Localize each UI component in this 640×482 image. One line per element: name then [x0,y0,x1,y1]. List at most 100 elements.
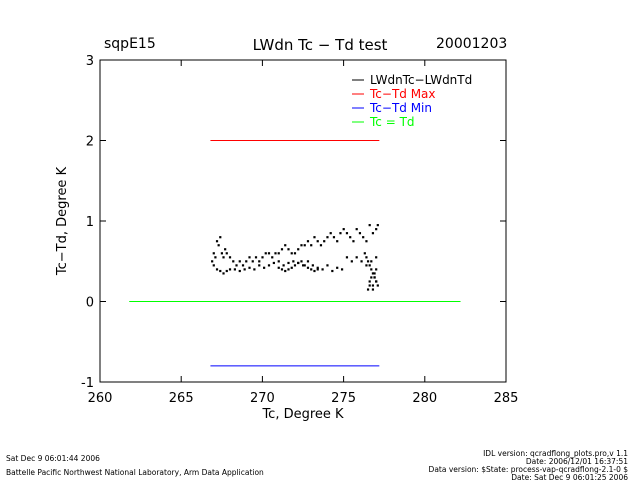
scatter-point [284,244,287,247]
scatter-point [365,256,368,259]
scatter-point [274,252,277,255]
x-tick-label: 275 [331,391,356,406]
scatter-point [366,260,370,263]
scatter-point [214,256,217,259]
y-tick-label: -1 [81,376,94,391]
scatter-point [224,248,227,251]
scatter-point [332,236,336,239]
scatter-point [370,268,373,271]
scatter-point [235,264,238,267]
scatter-point [222,272,225,275]
scatter-point [228,268,232,271]
scatter-point [371,284,375,287]
scatter-point [336,266,339,269]
scatter-point [316,268,319,271]
scatter-point [370,276,373,279]
scatter-point [272,261,275,265]
scatter-point [350,260,353,263]
scatter-point [228,256,232,259]
scatter-point [238,260,241,263]
x-tick-label: 265 [169,391,194,406]
scatter-point [287,268,290,271]
scatter-point [258,260,261,263]
scatter-point [243,268,246,271]
scatter-point [370,260,373,263]
scatter-point [219,269,222,273]
scatter-point [212,264,215,267]
scatter-point [306,240,310,243]
scatter-point [217,244,220,247]
x-axis-label: Tc, Degree K [261,407,344,422]
scatter-point [376,284,379,287]
scatter-point [326,236,329,239]
scatter-point [215,268,219,271]
scatter-point [300,260,303,263]
date-label: 20001203 [436,36,508,52]
scatter-point [225,269,228,273]
scatter-point [302,264,305,267]
scatter-point [287,261,290,265]
scatter-point [297,248,300,251]
scatter-point [277,252,280,255]
scatter-point [352,240,355,243]
footer-data-version: Data version: $State: process-vap-qcradf… [428,465,628,474]
footer-process-date: Date: Sat Dec 9 06:01:25 2006 [511,473,628,482]
scatter-point [306,266,310,269]
scatter-point [254,256,258,259]
scatter-point [313,236,316,239]
scatter-point [368,224,371,227]
scatter-point [277,266,280,269]
y-tick-label: 2 [86,135,94,150]
footer-idl-date: Date: 2006/12/01 16:37:51 [525,457,628,466]
y-axis-label: Tc−Td, Degree K [55,166,70,276]
scatter-point [355,228,358,231]
scatter-point [373,272,376,275]
scatter-point [261,256,264,259]
scatter-point [368,284,371,287]
scatter-point [313,269,316,273]
x-tick-label: 260 [88,391,113,406]
scatter-point [329,232,332,235]
x-tick-label: 270 [250,391,275,406]
scatter-point [233,268,236,271]
scatter-point [345,256,349,259]
scatter-point [311,264,314,267]
y-tick-label: 1 [86,215,94,230]
scatter-point [277,260,280,263]
scatter-point [267,252,271,255]
scatter-point [264,252,267,255]
scatter-point [316,240,319,243]
scatter-point [219,236,222,239]
scatter-point [375,268,378,271]
scatter-point [258,264,261,267]
scatter-point [293,264,297,267]
y-tick-label: 3 [86,54,94,69]
scatter-point [340,268,344,271]
footer-run-date: Sat Dec 9 06:01:44 2006 [6,454,100,463]
scatter-point [300,244,303,247]
scatter-point [271,256,274,259]
scatter-point [375,228,378,231]
scatter-point [362,236,365,239]
scatter-point [321,268,324,271]
scatter-point [373,276,376,279]
chart-title: LWdn Tc − Td test [252,36,388,54]
scatter-point [368,264,371,267]
scatter-point [282,264,285,267]
scatter-point [303,264,306,267]
scatter-point [331,269,334,273]
scatter-point [363,252,366,255]
scatter-point [345,232,349,235]
scatter-point [215,240,219,243]
scatter-point [339,232,342,235]
scatter-point [371,272,375,275]
x-tick-label: 285 [494,391,519,406]
scatter-point [310,244,313,247]
scatter-point [376,224,379,227]
scatter-point [220,252,223,255]
scatter-point [290,252,293,255]
scatter-point [280,248,284,251]
scatter-point [360,260,363,263]
scatter-point [365,264,368,267]
scatter-point [375,256,378,259]
